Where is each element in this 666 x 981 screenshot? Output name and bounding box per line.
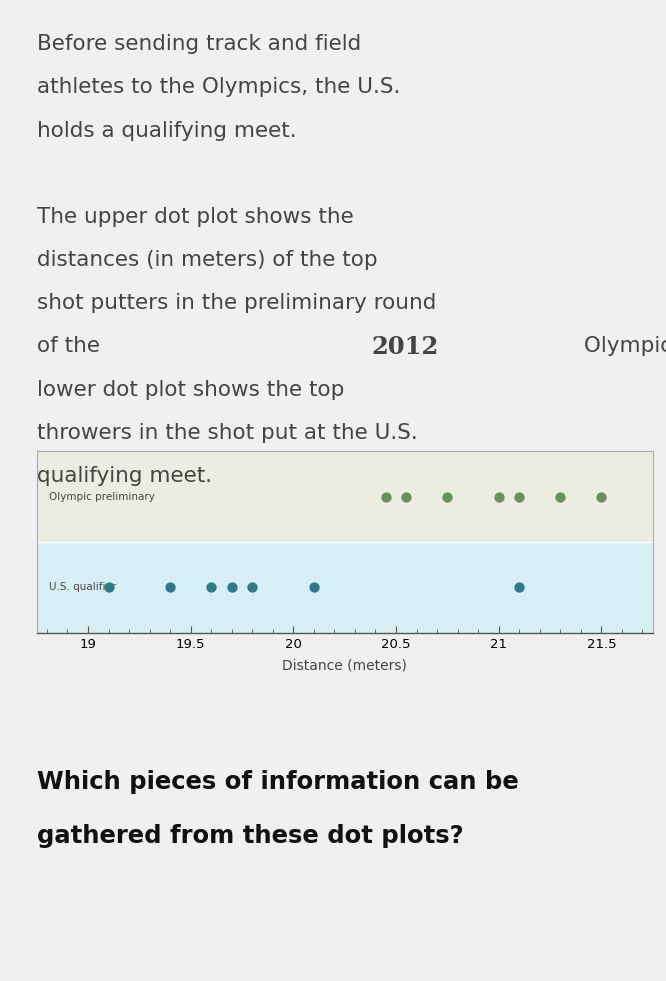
Text: Before sending track and field: Before sending track and field bbox=[37, 34, 361, 54]
Text: of the: of the bbox=[37, 336, 107, 356]
Point bbox=[514, 489, 525, 504]
Text: lower dot plot shows the top: lower dot plot shows the top bbox=[37, 380, 351, 399]
Bar bbox=[37, 451, 653, 542]
Text: throwers in the shot put at the U.S.: throwers in the shot put at the U.S. bbox=[37, 423, 418, 442]
Text: 2012: 2012 bbox=[372, 335, 439, 358]
Point bbox=[308, 580, 319, 595]
Point bbox=[401, 489, 412, 504]
Point bbox=[442, 489, 453, 504]
Text: Olympic games. The: Olympic games. The bbox=[577, 336, 666, 356]
Point bbox=[596, 489, 607, 504]
Text: The upper dot plot shows the: The upper dot plot shows the bbox=[37, 207, 354, 227]
Text: holds a qualifying meet.: holds a qualifying meet. bbox=[37, 121, 296, 140]
Point bbox=[514, 580, 525, 595]
Text: shot putters in the preliminary round: shot putters in the preliminary round bbox=[37, 293, 436, 313]
Bar bbox=[37, 542, 653, 633]
Text: athletes to the Olympics, the U.S.: athletes to the Olympics, the U.S. bbox=[37, 77, 400, 97]
Text: gathered from these dot plots?: gathered from these dot plots? bbox=[37, 824, 464, 848]
Point bbox=[226, 580, 237, 595]
Text: Which pieces of information can be: Which pieces of information can be bbox=[37, 770, 518, 794]
Point bbox=[206, 580, 216, 595]
Text: qualifying meet.: qualifying meet. bbox=[37, 466, 212, 486]
Point bbox=[380, 489, 391, 504]
Text: distances (in meters) of the top: distances (in meters) of the top bbox=[37, 250, 384, 270]
X-axis label: Distance (meters): Distance (meters) bbox=[282, 659, 407, 673]
Point bbox=[103, 580, 114, 595]
Point bbox=[494, 489, 504, 504]
Text: Olympic preliminary: Olympic preliminary bbox=[49, 491, 155, 501]
Text: U.S. qualifier: U.S. qualifier bbox=[49, 583, 116, 593]
Point bbox=[165, 580, 175, 595]
Point bbox=[555, 489, 565, 504]
Point bbox=[247, 580, 258, 595]
